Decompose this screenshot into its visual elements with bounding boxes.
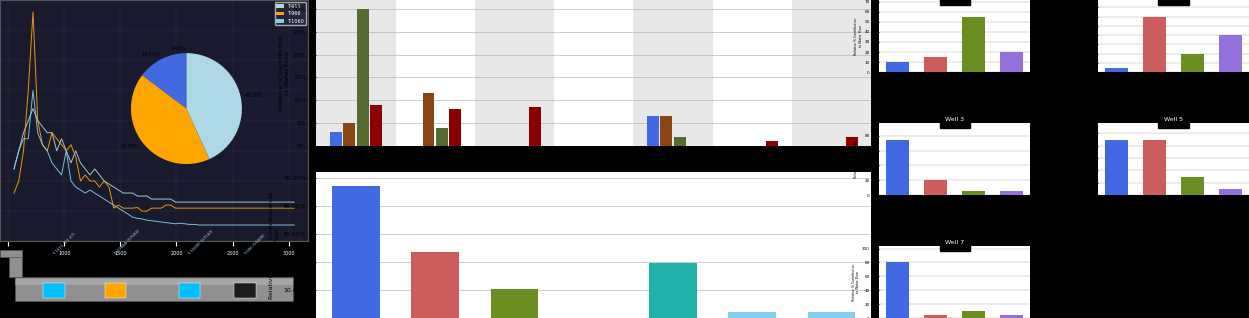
Bar [924, 180, 947, 195]
Y-axis label: Relative % Contribution
to Water Flow: Relative % Contribution to Water Flow [854, 140, 863, 178]
Bar [886, 62, 909, 72]
Bar [235, 283, 256, 298]
Y-axis label: Relative % Contribution
to Water Flow: Relative % Contribution to Water Flow [854, 17, 863, 55]
Y-axis label: Relative % Contribution
to Water Flow: Relative % Contribution to Water Flow [280, 36, 290, 110]
Bar [105, 283, 126, 298]
Bar [1105, 140, 1128, 195]
Y-axis label: Relative % Contribution
to Water Flow: Relative % Contribution to Water Flow [852, 263, 861, 301]
Bar [649, 263, 697, 318]
Bar [491, 288, 538, 318]
Title: Well 7: Well 7 [945, 240, 964, 245]
Bar [0, 251, 21, 257]
Y-axis label: Relative Overall % Contribution to
Water Flow: Relative Overall % Contribution to Water… [270, 191, 280, 299]
Bar [846, 137, 858, 146]
Text: T-606 (G1666): T-606 (G1666) [244, 234, 266, 256]
Bar [357, 9, 368, 146]
Bar [1143, 17, 1165, 72]
Bar [661, 116, 672, 146]
Bar [422, 93, 435, 146]
Bar [886, 140, 909, 195]
Bar [1182, 176, 1204, 195]
Y-axis label: Relative % Contribution
to Water Flow: Relative % Contribution to Water Flow [1073, 17, 1082, 55]
Bar [962, 191, 985, 195]
Bar [924, 315, 947, 318]
Bar [792, 0, 871, 146]
Bar [1000, 52, 1023, 72]
Bar [1219, 189, 1243, 195]
Bar [436, 128, 448, 146]
Bar [633, 0, 712, 146]
Bar [1000, 315, 1023, 318]
Bar [528, 107, 541, 146]
Bar [808, 312, 856, 318]
Bar [886, 262, 909, 318]
Text: T-1611 (G1:37): T-1611 (G1:37) [52, 232, 76, 256]
Bar [44, 283, 65, 298]
Bar [1182, 54, 1204, 72]
Bar [673, 137, 686, 146]
Title: Well 3: Well 3 [945, 117, 964, 122]
Bar [9, 255, 21, 277]
Title: Well 5: Well 5 [1164, 117, 1183, 122]
Bar [924, 57, 947, 72]
Bar [647, 116, 658, 146]
Bar [411, 252, 458, 318]
Bar [316, 0, 396, 146]
Bar [475, 0, 555, 146]
Bar [962, 311, 985, 318]
Bar [332, 186, 380, 318]
Bar [728, 312, 776, 318]
Bar [15, 279, 292, 285]
Bar [1105, 68, 1128, 72]
Bar [1000, 191, 1023, 195]
Bar [179, 283, 200, 298]
Bar [767, 141, 778, 146]
Legend: T-611, T-966, T-1060: T-611, T-966, T-1060 [275, 3, 306, 25]
Bar [962, 17, 985, 72]
Bar [1219, 35, 1243, 72]
Text: T-1560D (G7530): T-1560D (G7530) [187, 230, 215, 256]
Bar [370, 105, 382, 146]
Y-axis label: Relative % Contribution
to Water Flow: Relative % Contribution to Water Flow [1073, 140, 1082, 178]
Bar [343, 123, 355, 146]
Bar [15, 277, 292, 301]
Bar [330, 132, 342, 146]
Bar [450, 109, 461, 146]
Bar [1143, 140, 1165, 195]
Text: T- 1966A (G7604): T- 1966A (G7604) [114, 229, 141, 256]
